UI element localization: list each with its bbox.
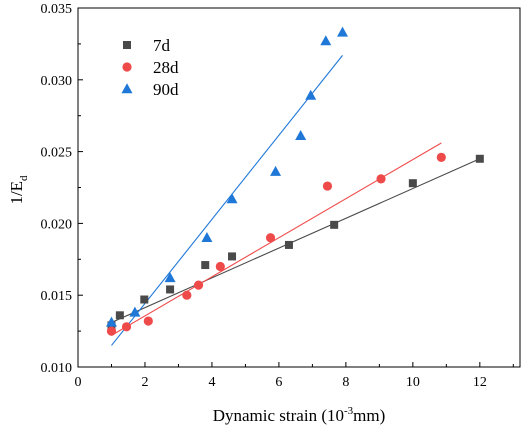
data-point-28d <box>215 261 225 272</box>
data-point-90d <box>337 26 349 37</box>
data-point-7d <box>140 295 149 304</box>
data-point-7d <box>330 220 339 229</box>
data-point-90d <box>270 165 282 176</box>
x-tick-label: 10 <box>406 375 420 390</box>
data-point-7d <box>284 240 293 249</box>
data-markers <box>105 26 484 336</box>
data-point-90d <box>129 306 141 317</box>
x-axis-ticks: 0 2 4 6 8 10 12 <box>75 362 514 390</box>
x-tick-label: 6 <box>275 375 282 390</box>
x-tick-label: 8 <box>342 375 349 390</box>
data-point-28d <box>436 152 446 162</box>
y-axis-ticks: 0.010 0.015 0.020 0.025 0.030 0.035 <box>41 2 83 376</box>
plot-area: 0 2 4 6 8 10 12 0.010 0.015 0.020 0.025 0.030 0.035 <box>41 2 521 390</box>
trend-line-90d <box>111 55 343 346</box>
data-point-28d <box>121 322 132 332</box>
data-point-90d <box>320 35 332 46</box>
data-point-28d <box>143 316 153 326</box>
data-point-28d <box>265 233 276 243</box>
data-point-28d <box>182 290 192 300</box>
data-point-90d <box>201 231 213 242</box>
data-point-7d <box>475 154 484 163</box>
y-tick-label: 0.030 <box>41 74 73 89</box>
data-point-7d <box>408 179 417 188</box>
data-point-90d <box>295 130 307 141</box>
y-axis-title: 1/Ed <box>7 175 30 205</box>
data-point-90d <box>164 272 176 283</box>
data-point-7d <box>201 261 210 270</box>
data-point-28d <box>193 280 204 290</box>
data-point-28d <box>322 181 333 191</box>
data-point-90d <box>105 316 117 327</box>
x-tick-label: 4 <box>208 375 215 390</box>
y-tick-label: 0.020 <box>41 217 73 232</box>
x-tick-label: 12 <box>473 375 487 390</box>
legend-label-90d: 90d <box>153 80 179 99</box>
data-point-28d <box>106 326 117 336</box>
trend-line-28d <box>111 142 442 336</box>
data-point-90d <box>305 89 317 100</box>
data-point-7d <box>166 285 175 294</box>
y-tick-label: 0.015 <box>41 289 73 304</box>
trend-line-7d <box>111 158 481 323</box>
plot-frame <box>77 7 521 368</box>
legend-marker-7d <box>123 41 131 49</box>
x-tick-label: 2 <box>141 375 148 390</box>
data-point-7d <box>228 252 237 261</box>
legend: 7d 28d 90d <box>121 36 179 99</box>
y-tick-label: 0.025 <box>41 146 73 161</box>
data-point-7d <box>115 311 124 320</box>
data-point-28d <box>376 174 386 184</box>
legend-marker-90d <box>121 83 133 94</box>
legend-marker-28d <box>122 62 132 72</box>
data-point-90d <box>226 193 238 204</box>
x-axis-title: Dynamic strain (10-3mm) <box>213 405 386 425</box>
trend-lines <box>111 55 481 346</box>
y-tick-label: 0.035 <box>41 2 73 17</box>
legend-label-7d: 7d <box>153 36 171 55</box>
y-tick-label: 0.010 <box>41 361 73 376</box>
legend-label-28d: 28d <box>153 58 179 77</box>
x-tick-label: 0 <box>75 375 82 390</box>
